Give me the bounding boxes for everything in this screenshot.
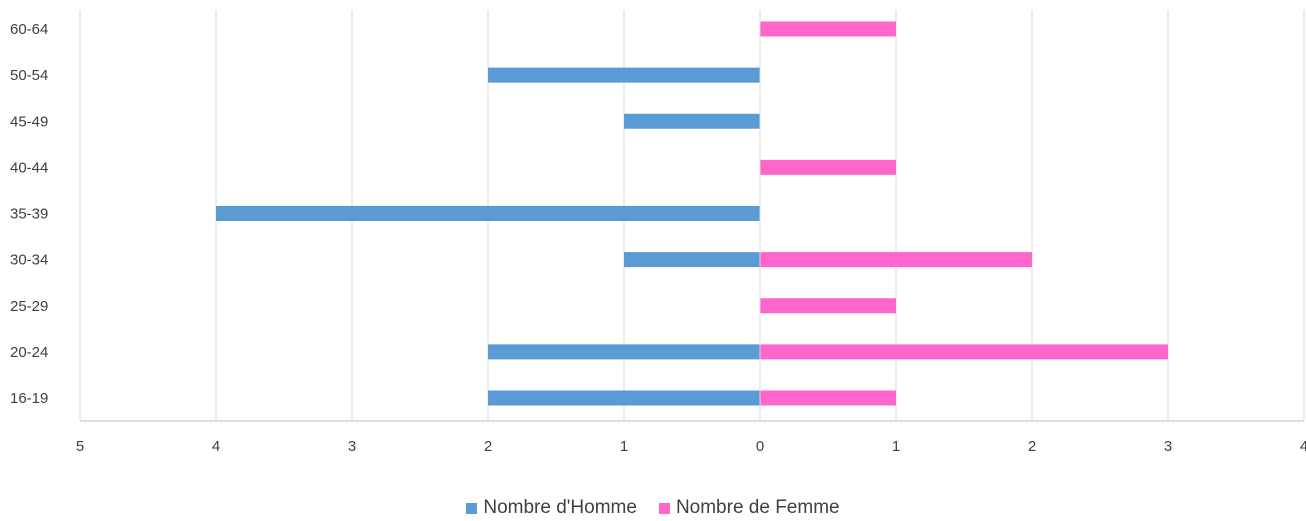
bar-femme — [760, 390, 896, 406]
legend-label-femme: Nombre de Femme — [675, 497, 840, 518]
y-tick-label: 20-24 — [10, 344, 48, 361]
y-tick-label: 45-49 — [10, 113, 48, 130]
x-tick-label: 2 — [1028, 438, 1036, 455]
bar-femme — [760, 298, 896, 314]
bar-homme — [488, 390, 760, 406]
bar-homme — [216, 206, 760, 221]
bar-femme — [760, 252, 1032, 268]
y-tick-label: 40-44 — [10, 159, 48, 176]
y-tick-label: 16-19 — [10, 390, 48, 407]
y-tick-label: 50-54 — [10, 67, 48, 84]
x-tick-label: 3 — [348, 438, 356, 455]
bars — [216, 21, 1168, 406]
legend-label-homme: Nombre d'Homme — [483, 497, 637, 518]
bar-homme — [624, 252, 760, 268]
bar-homme — [488, 67, 760, 83]
legend-item-femme: Nombre de Femme — [658, 497, 840, 519]
x-tick-label: 5 — [76, 438, 84, 455]
x-tick-label: 1 — [892, 438, 900, 455]
bar-femme — [760, 21, 896, 37]
y-tick-label: 35-39 — [10, 206, 48, 223]
bar-femme — [760, 159, 896, 175]
x-tick-label: 4 — [212, 438, 220, 455]
bar-homme — [488, 344, 760, 360]
x-tick-label: 1 — [620, 438, 628, 455]
y-tick-label: 60-64 — [10, 21, 48, 38]
legend-swatch-homme — [466, 502, 478, 514]
y-tick-label: 30-34 — [10, 252, 48, 269]
bar-homme — [624, 113, 760, 129]
y-tick-label: 25-29 — [10, 298, 48, 315]
bar-femme — [760, 344, 1168, 360]
legend-item-homme: Nombre d'Homme — [466, 497, 637, 519]
axes: 5 4 3 2 1 0 1 2 3 4 16-19 20-24 25-29 30-34 35-39 40-44… — [10, 10, 1306, 455]
x-tick-label: 3 — [1164, 438, 1172, 455]
x-tick-label: 0 — [756, 438, 764, 455]
legend: Nombre d'Homme Nombre de Femme — [0, 497, 1306, 519]
x-tick-label: 2 — [484, 438, 492, 455]
legend-swatch-femme — [658, 502, 670, 514]
x-tick-label: 4 — [1300, 438, 1306, 455]
population-pyramid-chart: 5 4 3 2 1 0 1 2 3 4 16-19 20-24 25-29 30-34 35-39 40-44… — [10, 10, 1306, 455]
